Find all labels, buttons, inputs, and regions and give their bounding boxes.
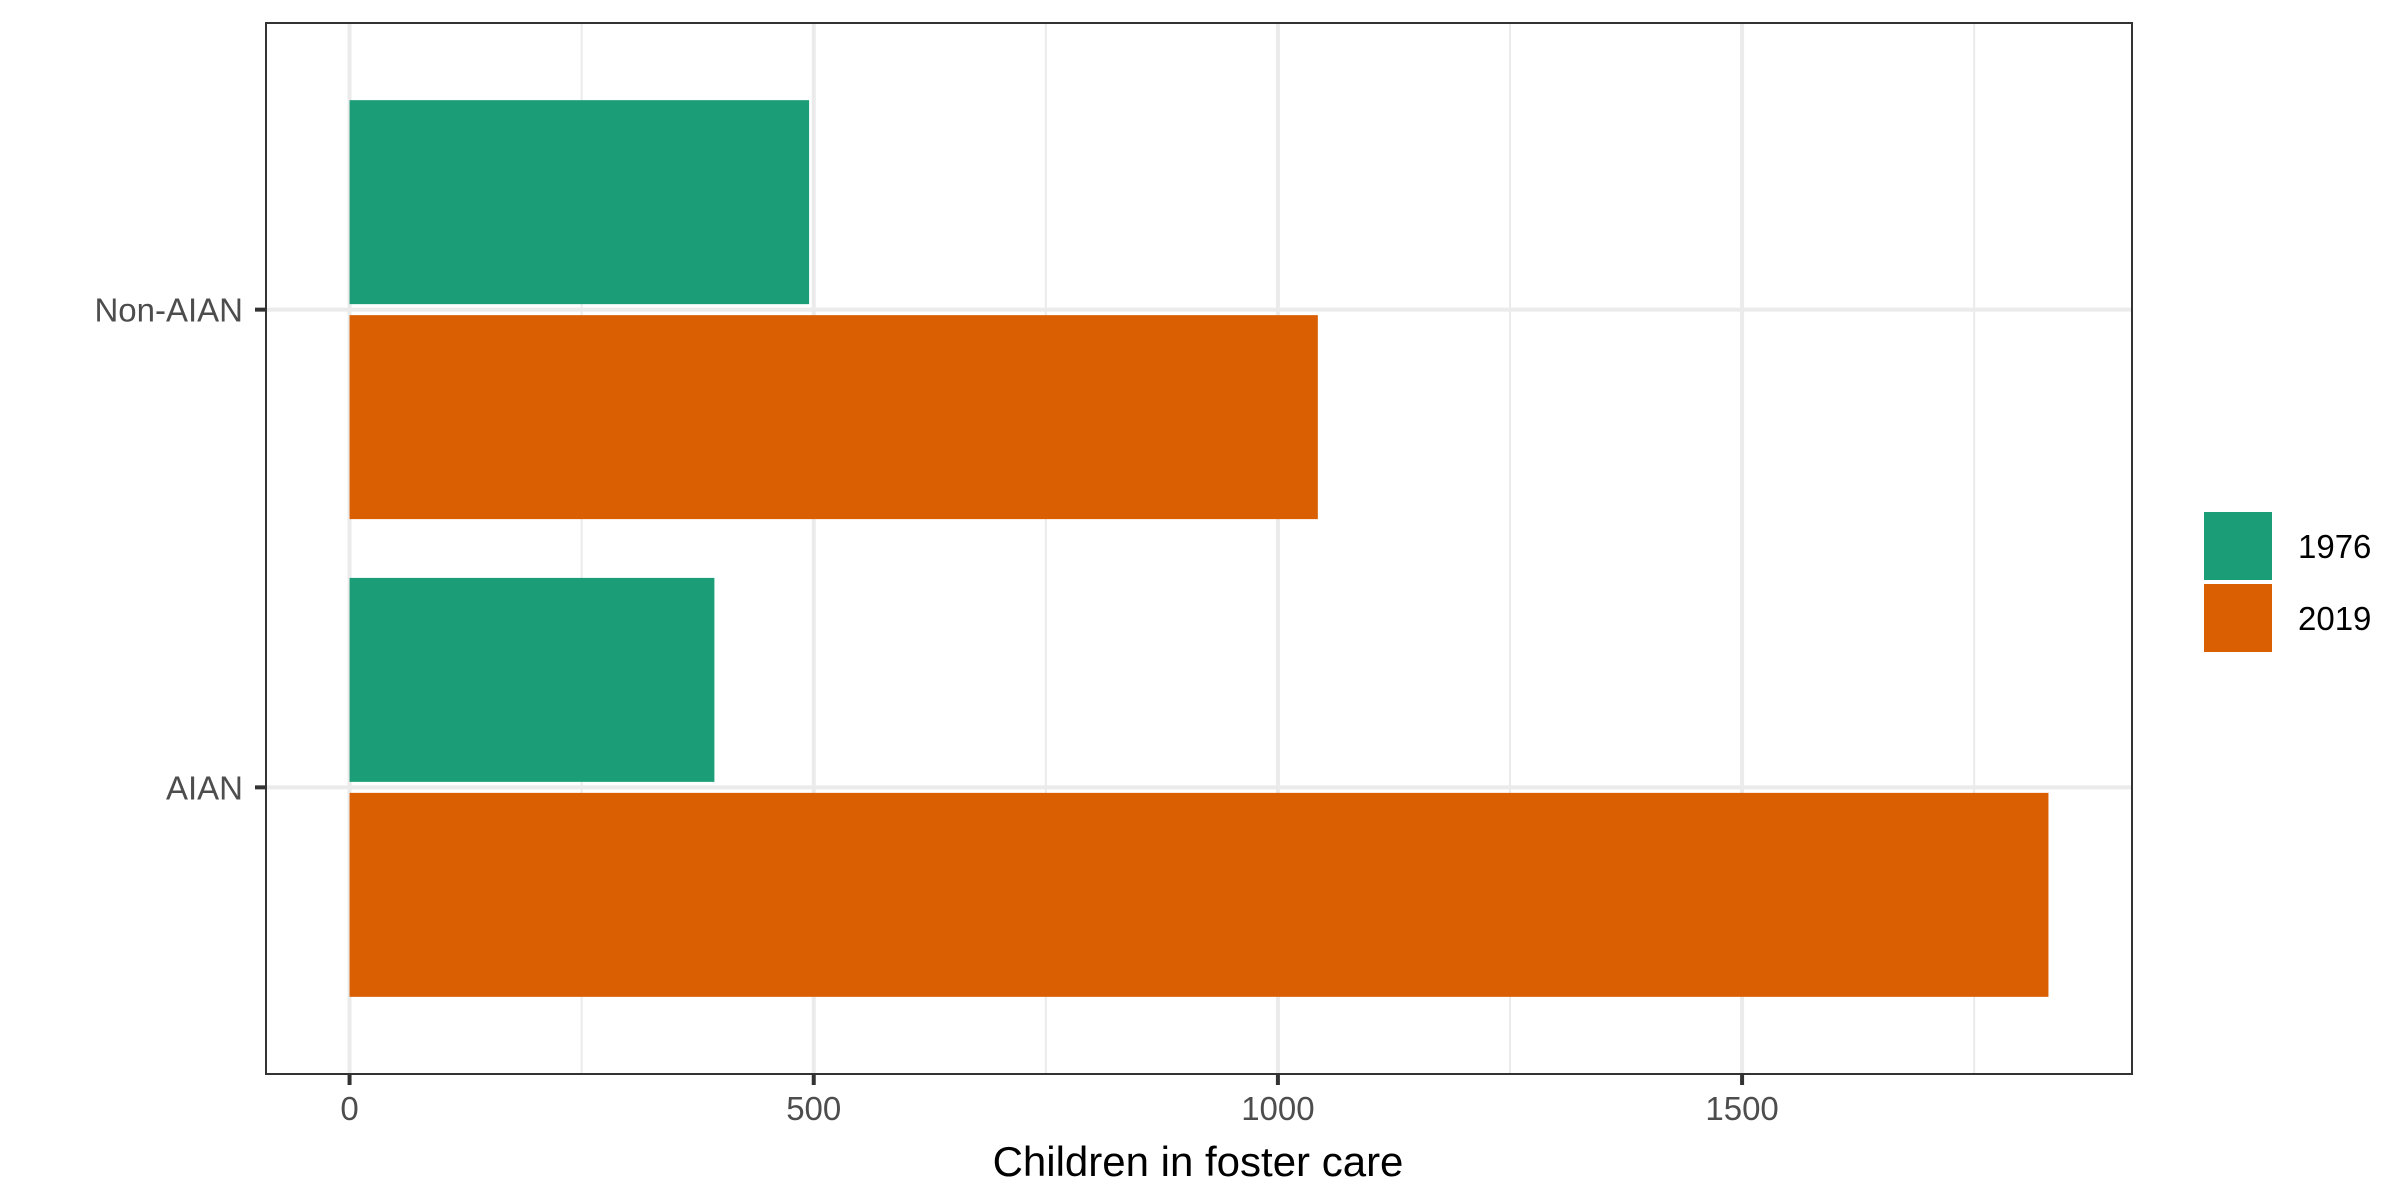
y-tick-label: Non-AIAN: [94, 292, 243, 329]
y-axis: Non-AIAN AIAN: [94, 292, 266, 806]
x-tick-label: 1500: [1705, 1090, 1778, 1127]
legend-key-2019: [2204, 584, 2272, 652]
x-tick-label: 1000: [1241, 1090, 1314, 1127]
bars: [349, 100, 2049, 997]
x-axis-title: Children in foster care: [993, 1138, 1404, 1185]
bar-non-aian-2019: [349, 315, 1318, 520]
y-tick-label: AIAN: [166, 769, 243, 806]
x-tick-label: 500: [786, 1090, 841, 1127]
panel-border: [265, 22, 2133, 1075]
legend-label-2019: 2019: [2298, 600, 2371, 637]
legend-label-1976: 1976: [2298, 528, 2371, 565]
bar-aian-2019: [349, 792, 2049, 997]
legend-key-1976: [2204, 512, 2272, 580]
x-tick-label: 0: [340, 1090, 358, 1127]
bar-aian-1976: [349, 577, 715, 782]
legend: 1976 2019: [2204, 512, 2371, 652]
x-axis: 0 500 1000 1500: [340, 1074, 1779, 1127]
bar-non-aian-1976: [349, 100, 810, 305]
